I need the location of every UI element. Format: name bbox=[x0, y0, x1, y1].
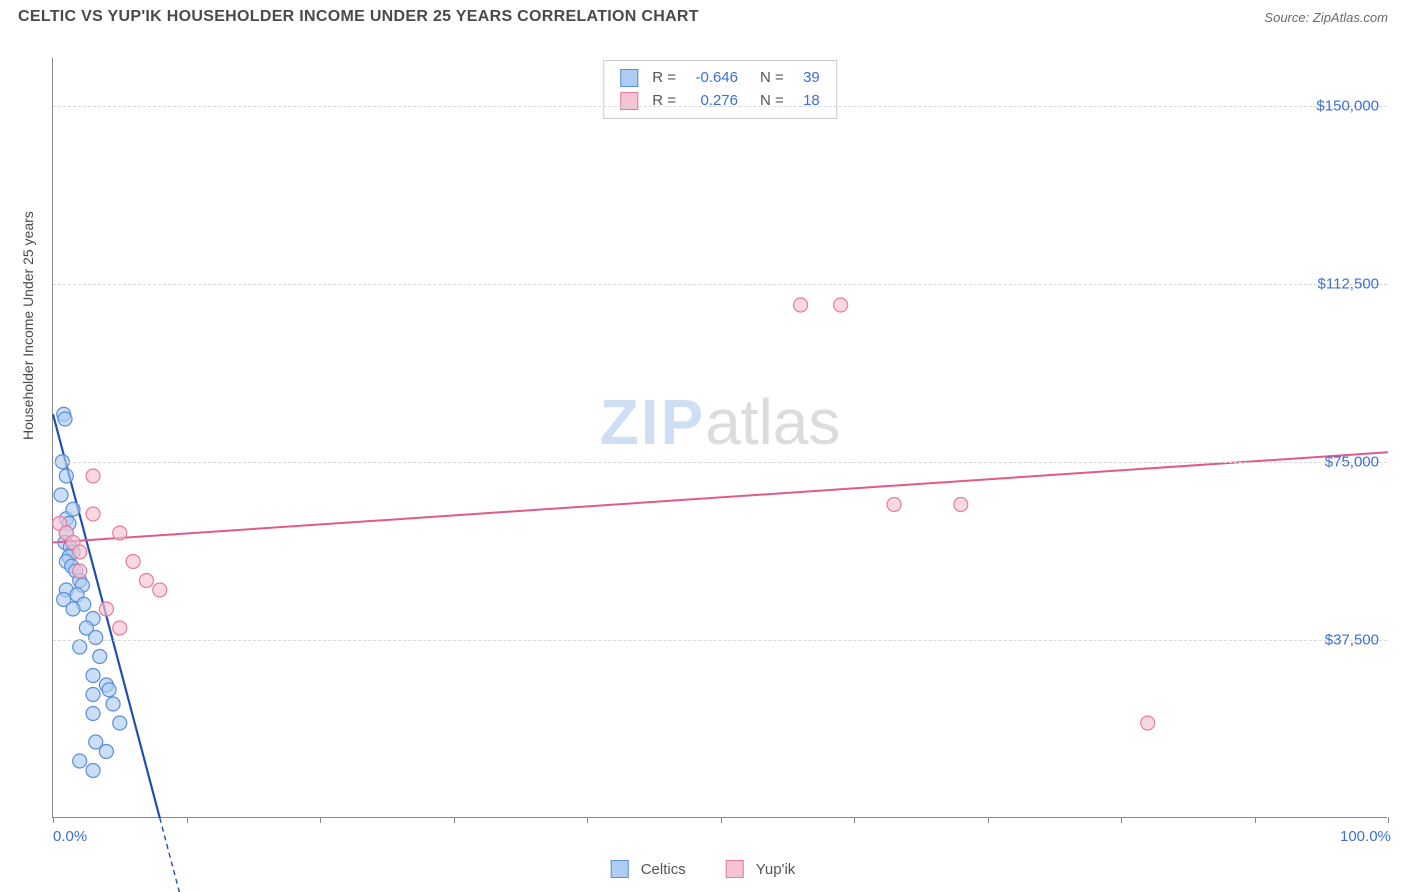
y-tick-label: $37,500 bbox=[1325, 631, 1379, 648]
data-point bbox=[86, 507, 100, 521]
data-point bbox=[113, 526, 127, 540]
regression-line bbox=[53, 452, 1388, 542]
data-point bbox=[113, 621, 127, 635]
data-point bbox=[86, 669, 100, 683]
gridline bbox=[53, 106, 1387, 107]
data-point bbox=[113, 716, 127, 730]
data-point bbox=[834, 298, 848, 312]
legend-item: Yup'ik bbox=[726, 860, 796, 878]
r-value: 0.276 bbox=[686, 90, 738, 113]
legend-swatch bbox=[726, 860, 744, 878]
x-tick-label: 0.0% bbox=[53, 828, 87, 845]
regression-line-extension bbox=[160, 818, 200, 892]
y-tick-label: $112,500 bbox=[1318, 275, 1379, 292]
legend-label: Yup'ik bbox=[756, 861, 796, 878]
data-point bbox=[126, 555, 140, 569]
legend-swatch bbox=[620, 69, 638, 87]
x-tick bbox=[1255, 817, 1256, 823]
gridline bbox=[53, 284, 1387, 285]
legend-swatch bbox=[611, 860, 629, 878]
x-tick bbox=[53, 817, 54, 823]
x-tick bbox=[320, 817, 321, 823]
data-point bbox=[73, 640, 87, 654]
scatter-svg bbox=[53, 58, 1387, 817]
data-point bbox=[58, 412, 72, 426]
data-point bbox=[73, 564, 87, 578]
x-tick bbox=[721, 817, 722, 823]
legend-swatch bbox=[620, 92, 638, 110]
data-point bbox=[66, 602, 80, 616]
data-point bbox=[89, 631, 103, 645]
data-point bbox=[86, 469, 100, 483]
data-point bbox=[954, 498, 968, 512]
data-point bbox=[86, 688, 100, 702]
x-tick bbox=[454, 817, 455, 823]
x-tick bbox=[187, 817, 188, 823]
y-tick-label: $150,000 bbox=[1316, 97, 1379, 114]
data-point bbox=[54, 488, 68, 502]
n-value: 39 bbox=[794, 67, 820, 90]
x-tick bbox=[988, 817, 989, 823]
legend-item: Celtics bbox=[611, 860, 686, 878]
x-tick bbox=[1388, 817, 1389, 823]
data-point bbox=[153, 583, 167, 597]
data-point bbox=[93, 650, 107, 664]
data-point bbox=[106, 697, 120, 711]
data-point bbox=[86, 764, 100, 778]
data-point bbox=[66, 502, 80, 516]
data-point bbox=[139, 574, 153, 588]
chart-plot-area: ZIPatlas R =-0.646N =39R =0.276N =18 $37… bbox=[52, 58, 1387, 818]
data-point bbox=[59, 469, 73, 483]
data-point bbox=[102, 683, 116, 697]
x-tick bbox=[587, 817, 588, 823]
data-point bbox=[99, 745, 113, 759]
data-point bbox=[99, 602, 113, 616]
page-title: CELTIC VS YUP'IK HOUSEHOLDER INCOME UNDE… bbox=[18, 8, 699, 26]
legend-row: R = -0.646 N = 39 bbox=[620, 67, 820, 90]
gridline bbox=[53, 462, 1387, 463]
series-legend: Celtics Yup'ik bbox=[611, 860, 796, 878]
r-label: R = bbox=[652, 67, 676, 90]
r-label: R = bbox=[652, 90, 676, 113]
correlation-legend: R = -0.646 N = 39 R = 0.276 N = 18 bbox=[603, 60, 837, 119]
data-point bbox=[794, 298, 808, 312]
x-tick bbox=[854, 817, 855, 823]
n-value: 18 bbox=[794, 90, 820, 113]
data-point bbox=[1141, 716, 1155, 730]
n-label: N = bbox=[760, 67, 784, 90]
n-label: N = bbox=[760, 90, 784, 113]
r-value: -0.646 bbox=[686, 67, 738, 90]
data-point bbox=[73, 545, 87, 559]
legend-row: R = 0.276 N = 18 bbox=[620, 90, 820, 113]
gridline bbox=[53, 640, 1387, 641]
x-tick bbox=[1121, 817, 1122, 823]
source-attribution: Source: ZipAtlas.com bbox=[1264, 10, 1388, 25]
data-point bbox=[73, 754, 87, 768]
legend-label: Celtics bbox=[641, 861, 686, 878]
data-point bbox=[86, 707, 100, 721]
y-axis-label: Householder Income Under 25 years bbox=[20, 211, 36, 440]
data-point bbox=[887, 498, 901, 512]
y-tick-label: $75,000 bbox=[1325, 453, 1379, 470]
x-tick-label: 100.0% bbox=[1340, 828, 1391, 845]
